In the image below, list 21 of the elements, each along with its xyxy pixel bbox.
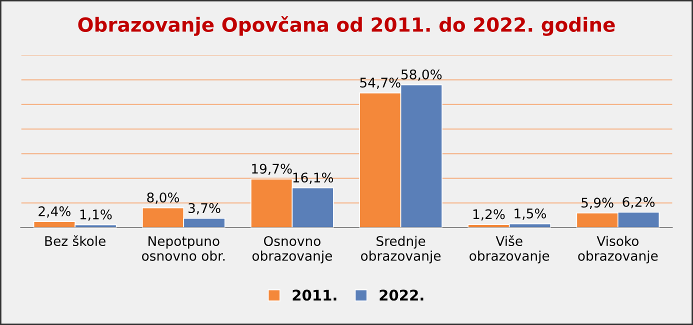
data-label: 1,5% — [514, 208, 546, 220]
x-tick-label: Visoko obrazovanje — [578, 236, 658, 264]
data-label: 19,7% — [252, 164, 292, 176]
x-tick-label: Više obrazovanje — [470, 235, 550, 264]
x-tick-label: Nepotpuno osnovno obr. — [142, 236, 225, 261]
data-label: 1,2% — [473, 209, 505, 221]
x-tick-label: Bez škole — [45, 235, 106, 246]
chart-title: Obrazovanje Opovčana od 2011. do 2022. godine — [78, 16, 615, 36]
x-tick-label: Osnovno obrazovanje — [252, 236, 332, 264]
data-label: 2,4% — [38, 206, 70, 218]
data-label: 8,0% — [147, 192, 180, 204]
data-label: 3,7% — [188, 203, 220, 214]
legend-label: 2011. — [292, 290, 336, 301]
data-label: 6,2% — [622, 196, 655, 208]
x-tick-label: Srednje obrazovanje — [361, 236, 441, 264]
data-label: 1,1% — [80, 209, 112, 221]
data-label: 16,1% — [293, 172, 334, 184]
data-label: 5,9% — [582, 198, 614, 209]
legend-label: 2022. — [380, 290, 424, 301]
data-label: 54,7% — [360, 78, 400, 89]
data-label: 58,0% — [401, 69, 442, 81]
